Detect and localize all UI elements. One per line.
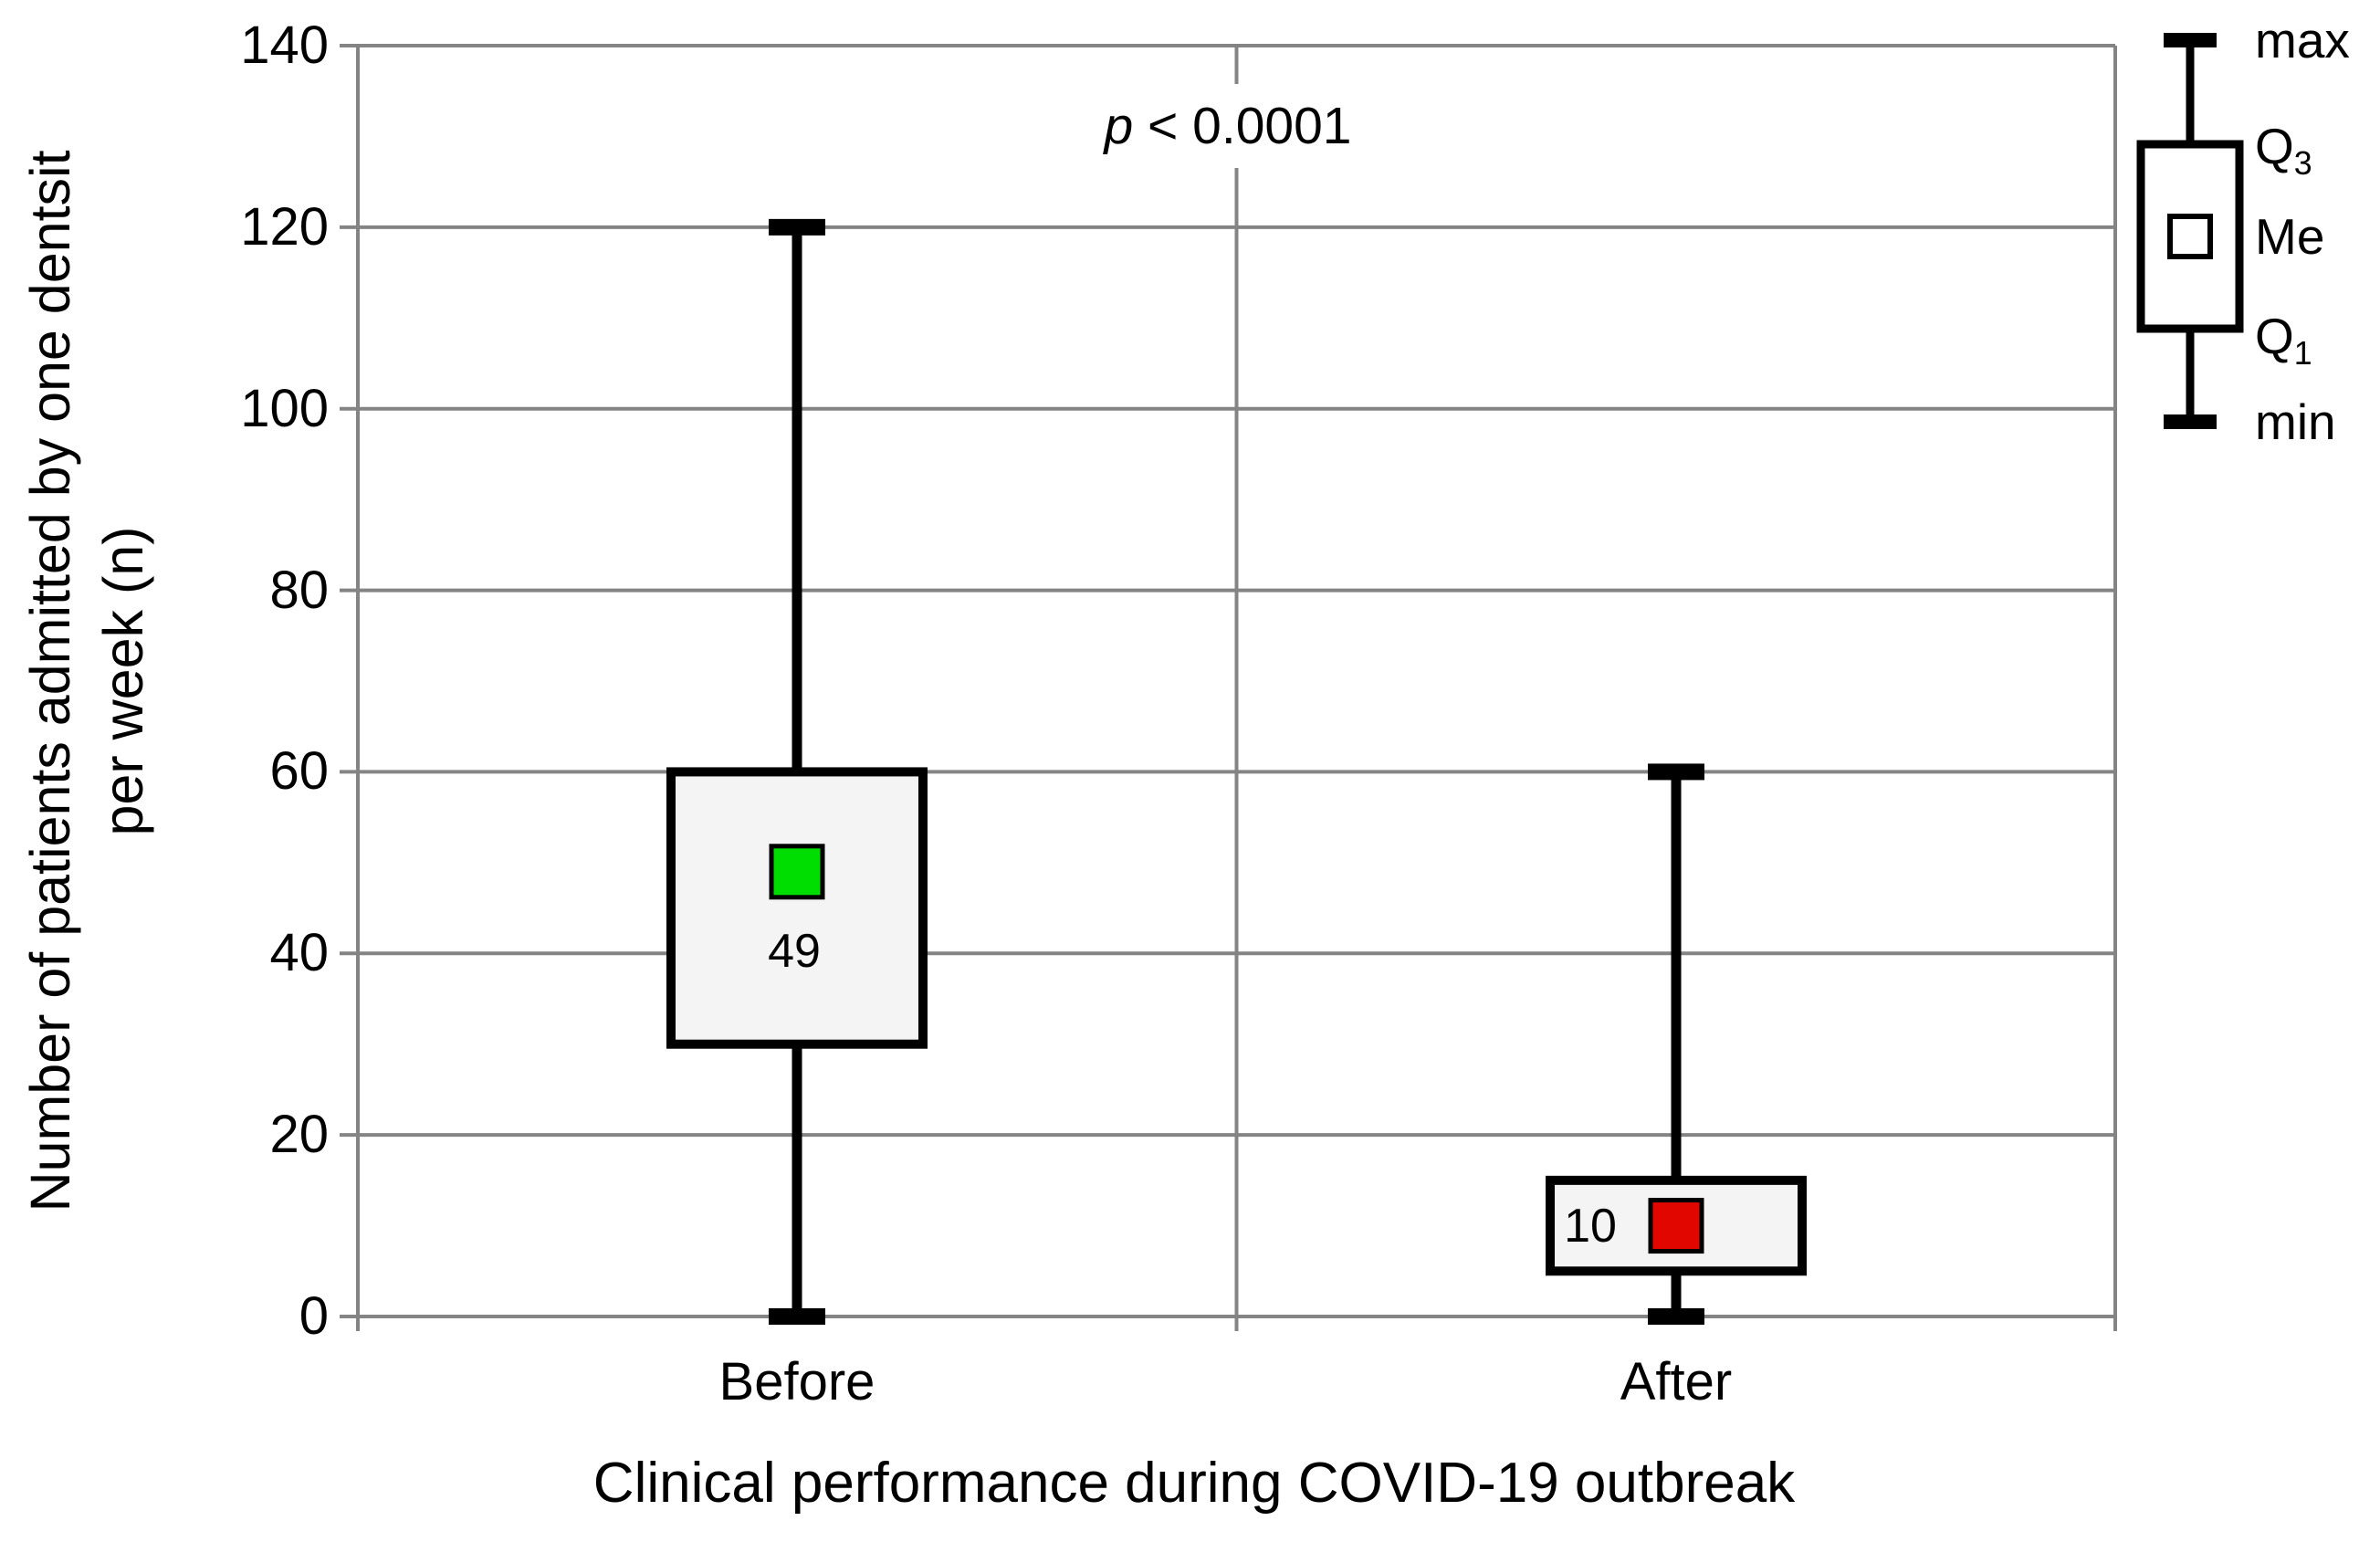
x-axis-title: Clinical performance during COVID-19 out…: [592, 1452, 1796, 1515]
legend-cap-max: [2164, 33, 2217, 47]
y-tick-label-20: 20: [269, 1105, 329, 1165]
y-tick-label-80: 80: [269, 560, 329, 620]
p-value-text: < 0.0001: [1133, 97, 1352, 155]
category-label-after: After: [1620, 1352, 1733, 1411]
y-tick-label-60: 60: [269, 741, 329, 802]
median-marker-before: [769, 844, 825, 900]
legend-label-q3: Q3: [2255, 118, 2312, 182]
category-label-before: Before: [718, 1352, 875, 1411]
legend-label-me: Me: [2255, 208, 2325, 265]
legend-label-q1: Q1: [2255, 308, 2312, 372]
legend-label-max: max: [2255, 12, 2350, 68]
whisker-cap-min-before: [769, 1308, 825, 1325]
median-value-label-after: 10: [1564, 1199, 1617, 1253]
whisker-cap-max-before: [769, 218, 825, 236]
iqr-box-before: [666, 767, 928, 1049]
legend-median-marker: [2167, 214, 2213, 259]
whisker-cap-max-after: [1648, 763, 1704, 781]
legend-iqr-box: [2136, 140, 2244, 333]
y-tick-label-140: 140: [240, 16, 329, 75]
p-value-annotation: p < 0.0001: [1076, 84, 1379, 168]
whisker-cap-min-after: [1648, 1308, 1704, 1325]
legend-label-min: min: [2255, 393, 2336, 450]
y-tick-label-100: 100: [240, 378, 329, 438]
y-tick-label-40: 40: [269, 923, 329, 983]
median-value-label-before: 49: [768, 924, 821, 978]
median-marker-after: [1648, 1198, 1704, 1254]
p-symbol: p: [1104, 97, 1134, 155]
legend-cap-min: [2164, 414, 2217, 429]
y-tick-label-120: 120: [240, 196, 329, 257]
y-tick-label-0: 0: [299, 1286, 329, 1346]
y-axis-title-line1: Number of patients admitted by one dents…: [19, 150, 81, 1212]
